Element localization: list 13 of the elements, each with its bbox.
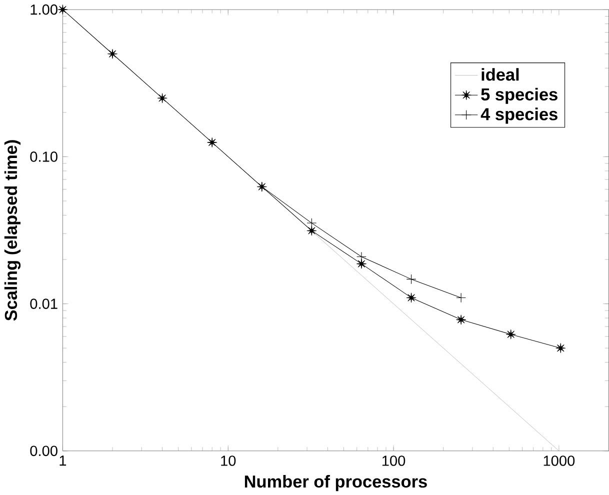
x-tick-label: 100 xyxy=(382,455,406,466)
x-tick-label: 1 xyxy=(60,455,66,466)
y-tick-label: 0.01 xyxy=(30,298,58,309)
y-tick-label: 0.00 xyxy=(30,446,58,456)
x-tick-label: 1000 xyxy=(544,455,575,466)
x-axis-title: Number of processors xyxy=(244,474,427,491)
legend-label: 4 species xyxy=(480,107,558,124)
legend-label: ideal xyxy=(482,68,519,81)
y-tick-label: 1.00 xyxy=(30,4,58,15)
legend-label: 5 species xyxy=(481,88,558,104)
y-tick-label: 0.10 xyxy=(30,151,58,162)
y-axis-title: Scaling (elapsed time) xyxy=(4,140,21,320)
x-tick-label: 10 xyxy=(221,455,236,466)
